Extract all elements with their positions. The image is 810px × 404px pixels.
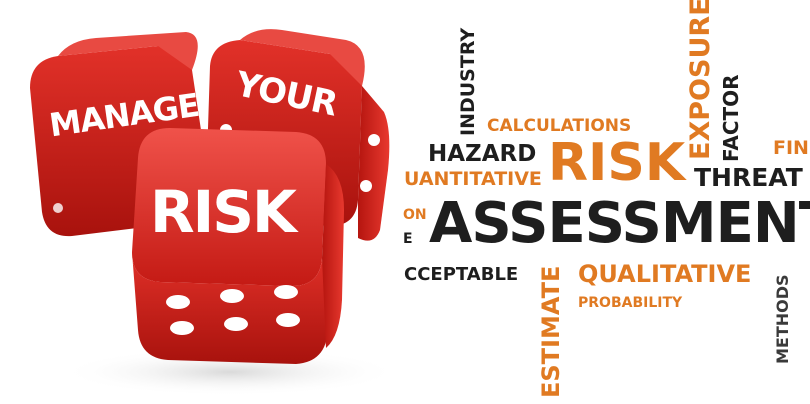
word-threat: THREAT [694, 163, 803, 192]
word-calculations: CALCULATIONS [487, 116, 632, 136]
dice-shadow [60, 348, 400, 396]
pip [166, 295, 190, 309]
word-assessment: ASSESSMENT [429, 191, 810, 256]
word-factor: FACTOR [719, 74, 743, 162]
pip [170, 321, 194, 335]
pip [360, 180, 372, 192]
word-methods: METHODS [773, 274, 792, 364]
word-cloud-image: INDUSTRY EXPOSURE FACTOR CALCULATIONS HA… [403, 0, 810, 404]
dice-illustration: MANAGE YOUR RISK [30, 29, 400, 396]
word-qualitative: QUALITATIVE [578, 260, 752, 288]
word-risk: RISK [548, 133, 686, 193]
die-risk: RISK [132, 128, 344, 364]
pip [274, 285, 298, 299]
word-quantitative: UANTITATIVE [404, 168, 542, 190]
pip [53, 203, 63, 213]
word-exposure: EXPOSURE [685, 0, 716, 160]
pip [220, 289, 244, 303]
word-acceptable: CCEPTABLE [404, 264, 519, 285]
image-divider [400, 0, 403, 404]
pip [368, 134, 380, 146]
word-estimate: ESTIMATE [537, 265, 565, 398]
die-label-risk: RISK [150, 178, 299, 246]
word-e: E [403, 231, 413, 247]
pip [224, 317, 248, 331]
pip [276, 313, 300, 327]
word-fin: FIN [773, 137, 809, 159]
word-on: ON [403, 207, 427, 223]
word-industry: INDUSTRY [457, 27, 479, 136]
dice-image: MANAGE YOUR RISK [0, 0, 400, 404]
word-probability: PROBABILITY [578, 295, 683, 311]
word-hazard: HAZARD [428, 141, 537, 167]
